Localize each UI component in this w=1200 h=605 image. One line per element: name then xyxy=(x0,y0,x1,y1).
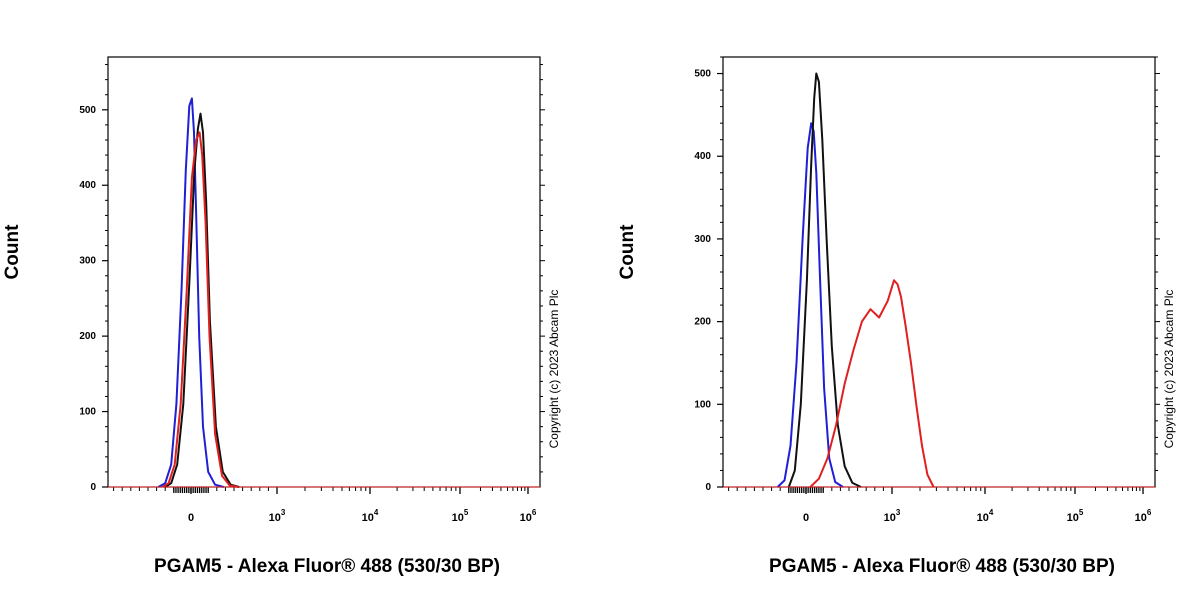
x-tick-label: 106 xyxy=(1135,508,1152,524)
x-tick-label: 103 xyxy=(269,508,286,524)
y-tick-label: 300 xyxy=(694,234,711,245)
x-tick-label: 106 xyxy=(520,508,537,524)
y-axis-label: Count xyxy=(2,224,23,280)
x-tick-label: 105 xyxy=(1067,508,1084,524)
plot-frame xyxy=(722,56,1156,488)
y-tick-label: 100 xyxy=(694,399,711,410)
y-tick-label: 200 xyxy=(79,331,96,342)
y-tick-label: 0 xyxy=(705,482,711,493)
y-tick-label: 500 xyxy=(79,105,96,116)
y-tick-label: 400 xyxy=(79,180,96,191)
y-tick-label: 100 xyxy=(79,407,96,418)
plot-frame xyxy=(107,56,541,488)
histogram-panel-left: 0 100 200 300 400 500 0 103 104 105 106 Count PGAM5 … xyxy=(0,0,600,600)
x-tick-label: 104 xyxy=(362,508,379,524)
x-tick-label: 104 xyxy=(977,508,994,524)
histogram-chart-left: 0 100 200 300 400 500 0 103 104 105 106 Count PGAM5 … xyxy=(2,56,561,577)
histogram-series-2 xyxy=(164,112,240,488)
histogram-series-2 xyxy=(787,72,862,488)
histogram-series-3 xyxy=(809,279,935,488)
y-tick-label: 200 xyxy=(694,317,711,328)
x-tick-label: 0 xyxy=(188,512,194,524)
histogram-panel-right: 0 100 200 300 400 500 0 103 104 105 106 Count PGAM5 … xyxy=(615,0,1200,600)
y-tick-label: 300 xyxy=(79,256,96,267)
x-axis-label: PGAM5 - Alexa Fluor® 488 (530/30 BP) xyxy=(154,556,500,577)
y-tick-label: 400 xyxy=(694,151,711,162)
y-tick-label: 500 xyxy=(694,69,711,80)
y-tick-label: 0 xyxy=(90,482,96,493)
histogram-series-1 xyxy=(157,97,224,488)
histogram-series-3 xyxy=(162,131,239,488)
histogram-chart-right: 0 100 200 300 400 500 0 103 104 105 106 Count PGAM5 … xyxy=(617,56,1176,577)
x-tick-label: 103 xyxy=(884,508,901,524)
copyright-note: Copyright (c) 2023 Abcam Plc xyxy=(547,290,561,449)
copyright-note: Copyright (c) 2023 Abcam Plc xyxy=(1162,290,1176,449)
x-axis-label: PGAM5 - Alexa Fluor® 488 (530/30 BP) xyxy=(769,556,1115,577)
y-axis-label: Count xyxy=(617,224,638,280)
x-tick-label: 0 xyxy=(803,512,809,524)
x-tick-label: 105 xyxy=(452,508,469,524)
